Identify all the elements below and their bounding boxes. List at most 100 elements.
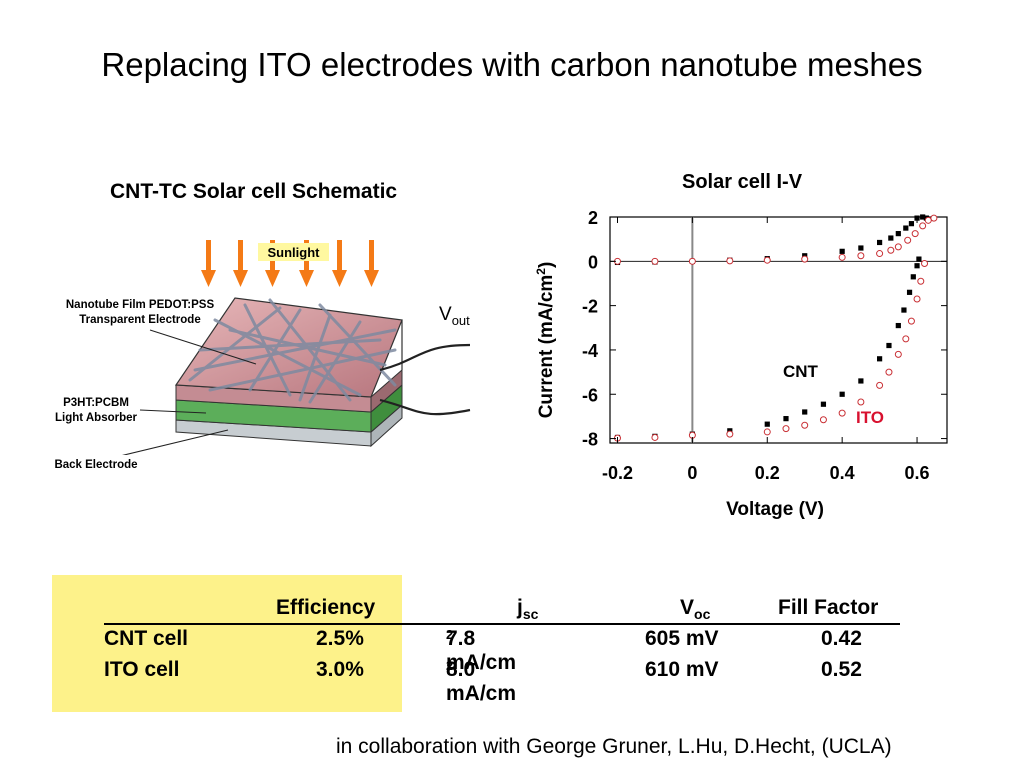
y-tick-label: 0 <box>588 252 598 272</box>
sunlight-arrow-icon <box>201 240 216 287</box>
point-ito-dark <box>911 230 919 238</box>
film-label: Nanotube Film PEDOT:PSS Transparent Elec… <box>20 298 260 328</box>
point-ito-dark <box>876 250 884 258</box>
absorber-label-line1: P3HT:PCBM <box>63 397 129 409</box>
film-leader-line <box>149 329 257 365</box>
point-cnt-light <box>895 322 901 329</box>
point-cnt-light <box>764 421 770 427</box>
y-axis-label-end: ) <box>536 262 557 268</box>
point-cnt-dark <box>903 225 909 231</box>
y-axis-label: Current (mA/cm2) <box>534 262 557 419</box>
row-voc: 605 mV <box>645 627 719 650</box>
film-label-line2: Transparent Electrode <box>79 314 201 326</box>
credit-line: in collaboration with George Gruner, L.H… <box>336 735 892 758</box>
header-efficiency: Efficiency <box>276 596 376 619</box>
plot-frame <box>609 216 948 444</box>
point-ito-light <box>763 428 771 436</box>
point-cnt-dark <box>895 231 901 237</box>
point-ito-dark <box>894 243 902 251</box>
point-cnt-light <box>886 342 892 349</box>
point-ito-dark <box>726 257 734 265</box>
point-cnt-dark <box>920 214 926 220</box>
point-cnt-dark <box>908 221 915 227</box>
data-layer <box>613 214 938 442</box>
point-ito-light <box>819 416 827 424</box>
row-jsc-sup: 2 <box>446 658 454 673</box>
point-ito-light <box>913 295 921 303</box>
row-efficiency: 2.5% <box>316 627 364 650</box>
sunlight-arrow-icon <box>233 240 248 287</box>
film-label-line1: Nanotube Film PEDOT:PSS <box>65 299 215 311</box>
row-fill-factor: 0.42 <box>821 627 862 650</box>
point-ito-light <box>917 277 925 285</box>
y-tick-label: 2 <box>588 208 598 228</box>
table-header-line <box>104 623 900 625</box>
point-cnt-light <box>802 409 808 415</box>
point-ito-dark <box>904 236 912 244</box>
slide-title: Replacing ITO electrodes with carbon nan… <box>101 46 923 83</box>
vout-sub: out <box>451 312 470 328</box>
point-ito-dark <box>651 257 659 265</box>
point-ito-light <box>885 368 893 376</box>
x-tick-label: 0.6 <box>905 463 930 483</box>
point-ito-light <box>726 430 734 438</box>
row-jsc: 8.0 mA/cm 2 <box>446 658 516 705</box>
row-jsc-sup: 2 <box>446 627 454 642</box>
header-voc: Voc <box>680 596 710 622</box>
row-efficiency: 3.0% <box>316 658 364 681</box>
point-ito-dark <box>887 246 895 254</box>
x-axis-label: Voltage (V) <box>726 499 824 520</box>
point-ito-light <box>782 425 790 433</box>
sunlight-label: Sunlight <box>268 245 321 260</box>
point-ito-light <box>907 317 915 325</box>
x-tick-label: -0.2 <box>602 463 633 483</box>
x-tick-label: 0 <box>687 463 697 483</box>
point-cnt-light <box>783 416 789 422</box>
header-voc-sub: oc <box>694 606 711 623</box>
point-cnt-dark <box>877 239 883 246</box>
point-cnt-light <box>901 307 907 313</box>
row-name: ITO cell <box>104 658 180 681</box>
chart-title: Solar cell I-V <box>682 171 803 193</box>
sunlight-label-bg <box>258 243 329 261</box>
output-wire-top <box>379 343 471 372</box>
table-row: CNT cell 2.5% 7.8 mA/cm 2 605 mV 0.42 <box>104 627 900 674</box>
point-ito-dark <box>919 222 927 230</box>
series-label-ito: ITO <box>856 408 884 427</box>
absorber-leader-line <box>139 409 207 414</box>
iv-chart: 2 0 -2 -4 -6 -8-0.2 0 0.2 0.4 0.6 CNT ITO Voltage… <box>534 208 948 520</box>
nanotube-mesh <box>188 298 397 404</box>
row-jsc-value: 8.0 mA/cm <box>446 658 517 705</box>
point-ito-dark <box>688 257 696 265</box>
point-ito-light <box>894 350 902 358</box>
point-ito-light <box>651 433 659 441</box>
table-highlight <box>52 575 402 712</box>
point-cnt-dark <box>839 248 845 254</box>
point-cnt-light <box>858 378 864 384</box>
y-axis-label-main: Current (mA/cm <box>536 275 557 419</box>
point-ito-dark <box>924 216 932 224</box>
y-tick-label: -8 <box>582 430 598 450</box>
point-ito-light <box>876 381 884 389</box>
point-ito-dark <box>930 214 938 222</box>
y-tick-label: -6 <box>582 385 598 405</box>
row-name: CNT cell <box>104 627 189 650</box>
point-ito-dark <box>857 252 865 260</box>
y-axis-label-sup: 2 <box>534 268 548 275</box>
point-cnt-light <box>916 256 922 262</box>
back-electrode-label: Back Electrode <box>54 459 138 471</box>
schematic-title: CNT-TC Solar cell Schematic <box>110 180 398 203</box>
point-cnt-dark <box>888 235 894 241</box>
point-ito-dark <box>763 256 771 264</box>
point-ito-light <box>857 398 865 406</box>
back-leader-line <box>122 429 229 455</box>
row-jsc-value: 7.8 mA/cm <box>446 627 517 674</box>
point-cnt-light <box>820 401 827 407</box>
header-jsc-sub: sc <box>522 606 539 623</box>
row-fill-factor: 0.52 <box>821 658 862 681</box>
output-wire-bottom <box>379 398 471 416</box>
point-cnt-light <box>910 274 916 280</box>
header-jsc: jsc <box>517 596 538 622</box>
row-jsc: 7.8 mA/cm 2 <box>446 627 516 674</box>
y-tick-label: -2 <box>582 297 598 317</box>
